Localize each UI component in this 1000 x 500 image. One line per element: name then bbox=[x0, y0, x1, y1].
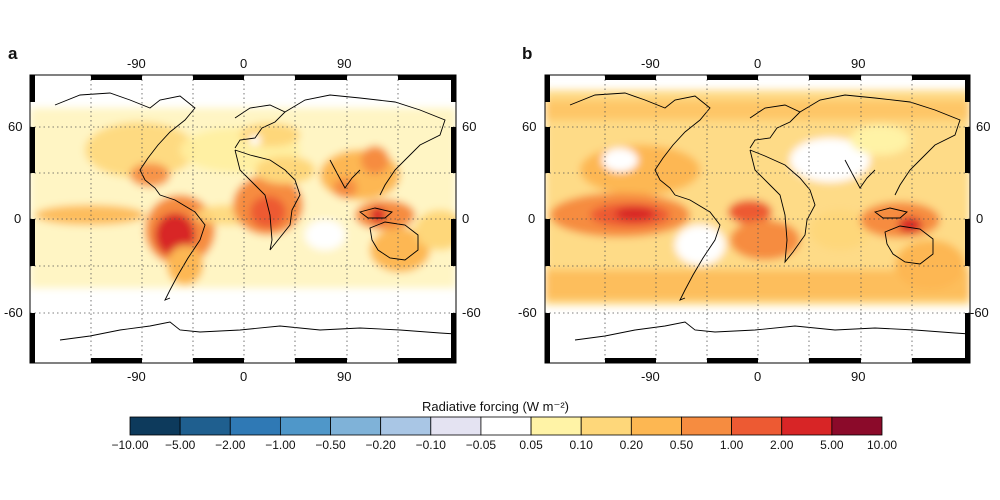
colorbar-tick-label: −1.00 bbox=[265, 438, 296, 452]
colorbar-tick-label: −0.50 bbox=[315, 438, 346, 452]
colorbar-swatch bbox=[380, 416, 432, 436]
colorbar-swatch bbox=[279, 416, 331, 436]
colorbar-tick-label: 5.00 bbox=[820, 438, 844, 452]
colorbar-swatch bbox=[580, 416, 632, 436]
colorbar-tick-label: −0.10 bbox=[415, 438, 446, 452]
y-right-tick: 0 bbox=[976, 211, 984, 226]
colorbar-swatch bbox=[731, 416, 783, 436]
x-top-tick: 0 bbox=[240, 56, 248, 71]
colorbar-tick-label: 0.10 bbox=[569, 438, 593, 452]
y-left-tick: 0 bbox=[14, 211, 22, 226]
x-bottom-tick: 90 bbox=[337, 369, 352, 384]
x-top-tick: 0 bbox=[754, 56, 762, 71]
x-bottom-tick: -90 bbox=[641, 369, 660, 384]
colorbar-tick-label: −5.00 bbox=[164, 438, 196, 452]
x-bottom-tick: 0 bbox=[240, 369, 248, 384]
colorbar-tick-label: −2.00 bbox=[215, 438, 246, 452]
x-bottom-tick: 0 bbox=[754, 369, 762, 384]
y-left-tick: 60 bbox=[522, 119, 537, 134]
colorbar-tick-label: −0.05 bbox=[465, 438, 497, 452]
y-left-tick: 0 bbox=[528, 211, 536, 226]
colorbar-swatch bbox=[129, 416, 181, 436]
colorbar-swatch bbox=[229, 416, 281, 436]
colorbar-swatch bbox=[831, 416, 883, 436]
y-left-tick: 60 bbox=[8, 119, 23, 134]
colorbar-tick-label: 1.00 bbox=[719, 438, 744, 452]
panel-label-b: b bbox=[522, 44, 533, 63]
gridlines-b bbox=[545, 75, 970, 363]
panel-label-a: a bbox=[8, 44, 18, 63]
colorbar-tick-label: 0.05 bbox=[519, 438, 543, 452]
colorbar-title: Radiative forcing (W m⁻²) bbox=[422, 399, 569, 414]
x-bottom-tick: -90 bbox=[127, 369, 146, 384]
colorbar-swatch bbox=[630, 416, 682, 436]
colorbar-tick-label: 10.00 bbox=[866, 438, 898, 452]
colorbar-swatch bbox=[781, 416, 833, 436]
y-right-tick: 0 bbox=[462, 211, 470, 226]
colorbar-tick-label: 0.20 bbox=[619, 438, 644, 452]
forcing-field-b bbox=[545, 90, 970, 305]
colorbar-swatch bbox=[330, 416, 382, 436]
y-left-tick: -60 bbox=[518, 305, 537, 320]
colorbar-tick-label: −10.00 bbox=[111, 438, 149, 452]
y-right-tick: -60 bbox=[462, 305, 481, 320]
x-top-tick: -90 bbox=[127, 56, 146, 71]
y-left-tick: -60 bbox=[4, 305, 23, 320]
colorbar bbox=[129, 416, 883, 436]
x-top-tick: 90 bbox=[851, 56, 866, 71]
map-panel-b bbox=[545, 75, 970, 363]
checkered-border-b bbox=[545, 75, 970, 363]
y-right-tick: 60 bbox=[976, 119, 991, 134]
colorbar-tick-label: 2.00 bbox=[770, 438, 794, 452]
forcing-field-a bbox=[30, 108, 456, 288]
checkered-border-a bbox=[30, 75, 456, 363]
y-right-tick: -60 bbox=[970, 305, 989, 320]
x-top-tick: 90 bbox=[337, 56, 352, 71]
colorbar-swatch bbox=[179, 416, 231, 436]
x-bottom-tick: 90 bbox=[851, 369, 866, 384]
colorbar-tick-label: −0.20 bbox=[365, 438, 396, 452]
colorbar-swatch bbox=[480, 416, 532, 436]
colorbar-tick-label: 0.50 bbox=[669, 438, 694, 452]
colorbar-swatch bbox=[681, 416, 733, 436]
y-right-tick: 60 bbox=[462, 119, 477, 134]
gridlines-a bbox=[30, 75, 456, 363]
coastlines-b bbox=[569, 92, 970, 341]
colorbar-swatch bbox=[430, 416, 482, 436]
map-panel-a bbox=[30, 75, 456, 363]
colorbar-swatch bbox=[530, 416, 582, 436]
coastlines-a bbox=[54, 92, 456, 341]
x-top-tick: -90 bbox=[641, 56, 660, 71]
